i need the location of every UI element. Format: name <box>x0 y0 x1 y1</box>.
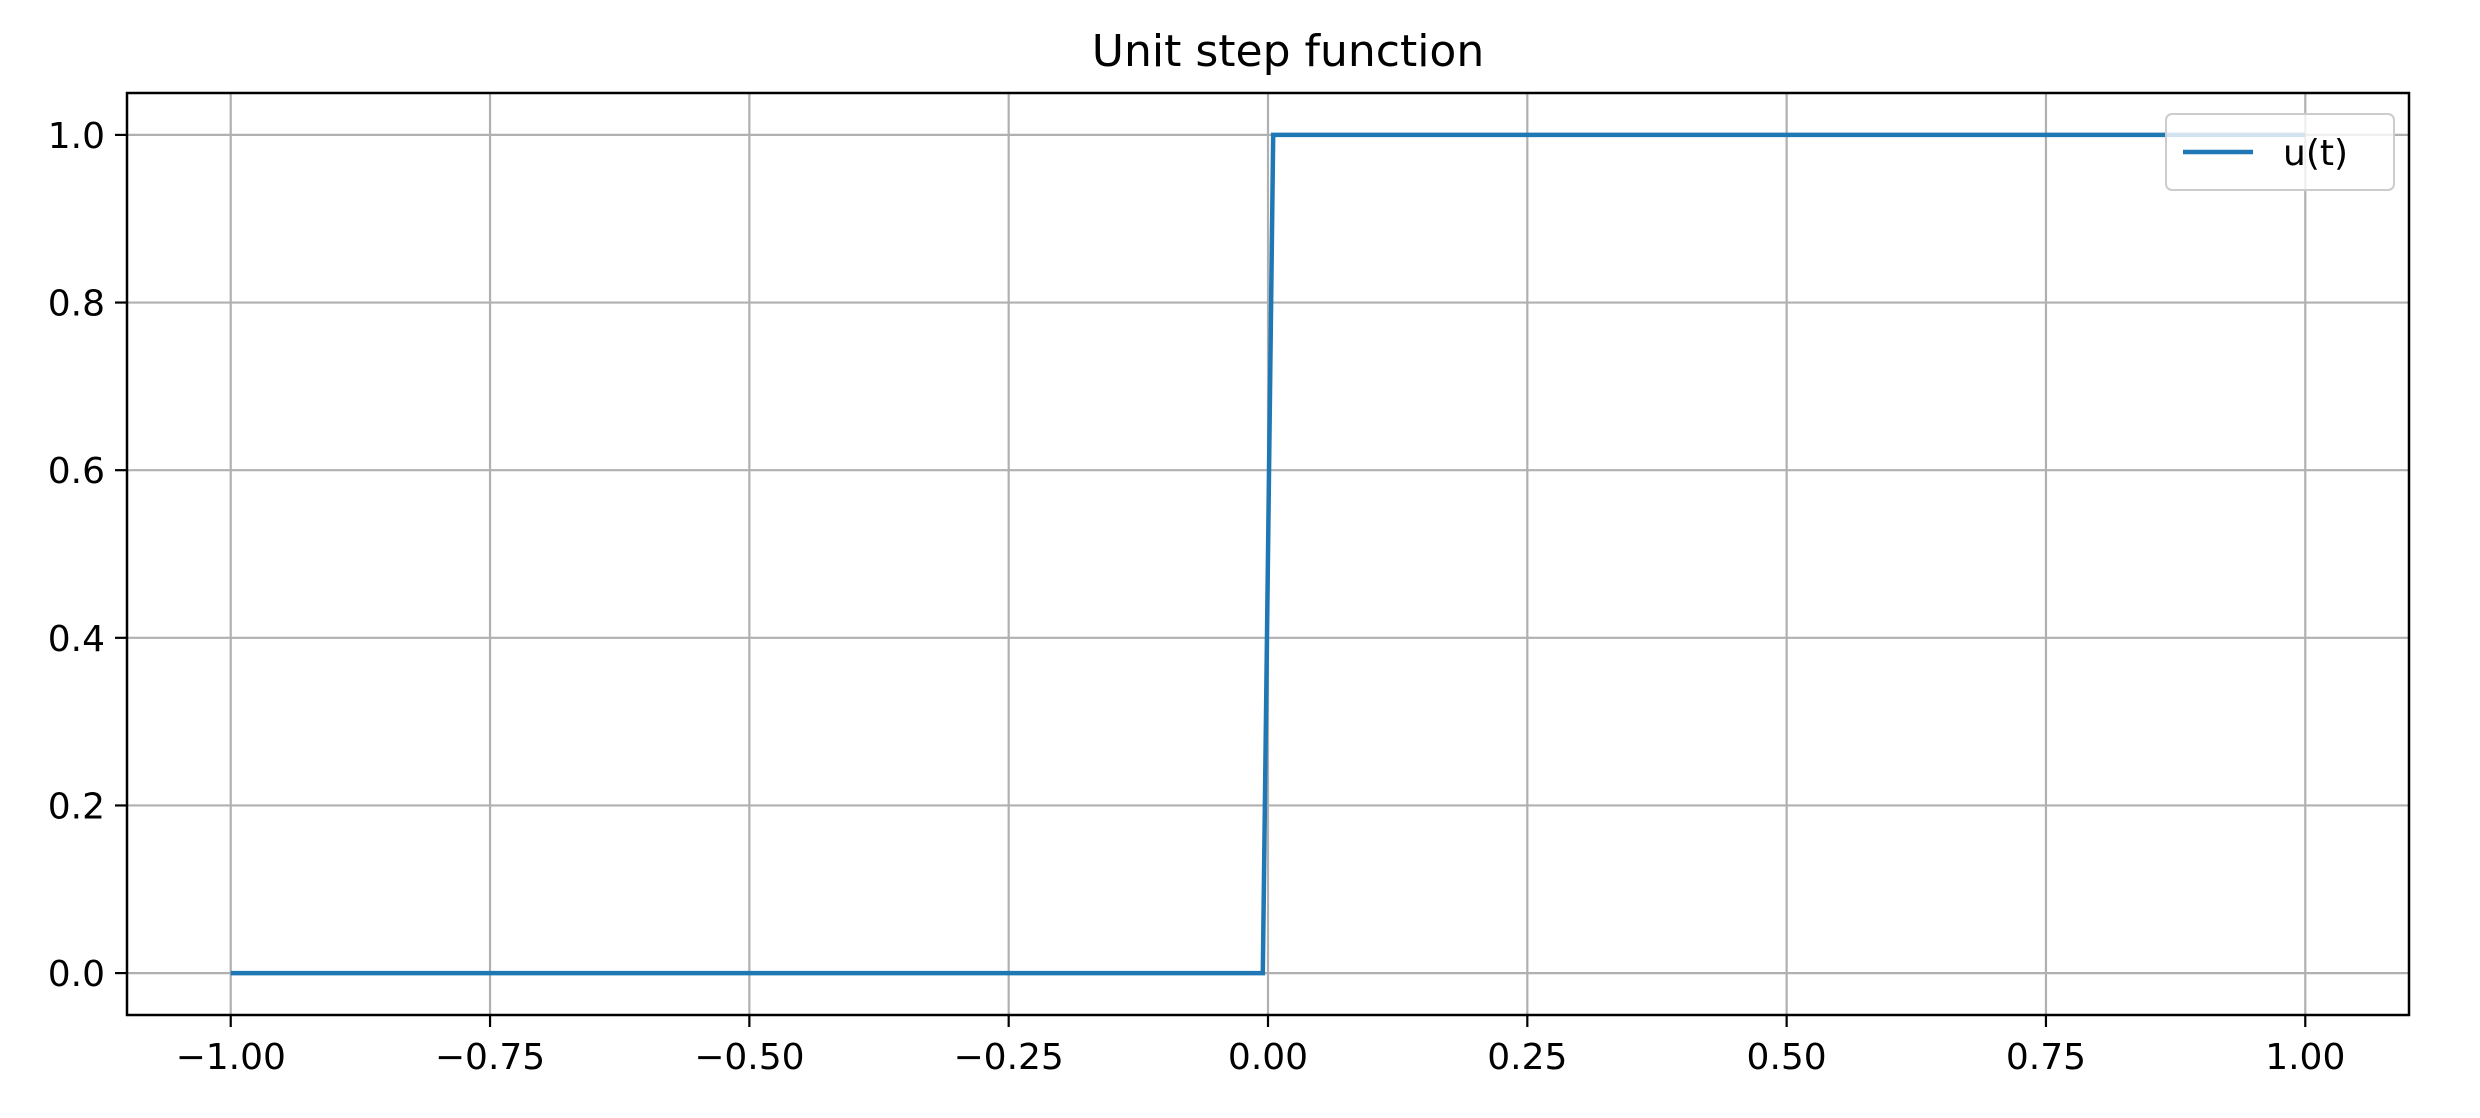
x-tick-label: −0.50 <box>694 1037 804 1078</box>
series-line-u-t <box>230 132 2306 976</box>
y-tick-label: 0.6 <box>48 451 105 492</box>
y-tick-label: 0.4 <box>48 619 105 660</box>
chart-title: Unit step function <box>1092 26 1484 77</box>
x-tick-label: 0.50 <box>1747 1037 1827 1078</box>
y-tick-label: 0.8 <box>48 284 105 325</box>
x-tick-label: −1.00 <box>176 1037 286 1078</box>
axis-ticks: −1.00 −0.75 −0.50 −0.25 0.00 0.25 0.50 0.75 1.00… <box>48 116 2346 1078</box>
legend-box <box>2165 113 2395 191</box>
x-tick-label: 0.25 <box>1487 1037 1567 1078</box>
x-tick-label: 0.75 <box>2006 1037 2086 1078</box>
y-tick-label: 1.0 <box>48 116 105 157</box>
y-tick-label: 0.0 <box>48 954 105 995</box>
x-tick-label: −0.25 <box>954 1037 1064 1078</box>
x-tick-label: 1.00 <box>2265 1037 2345 1078</box>
legend-label: u(t) <box>2283 133 2348 174</box>
x-tick-label: 0.00 <box>1228 1037 1308 1078</box>
y-tick-label: 0.2 <box>48 786 105 827</box>
legend: u(t) <box>2165 113 2395 191</box>
x-tick-label: −0.75 <box>435 1037 545 1078</box>
series-layer <box>230 132 2306 976</box>
